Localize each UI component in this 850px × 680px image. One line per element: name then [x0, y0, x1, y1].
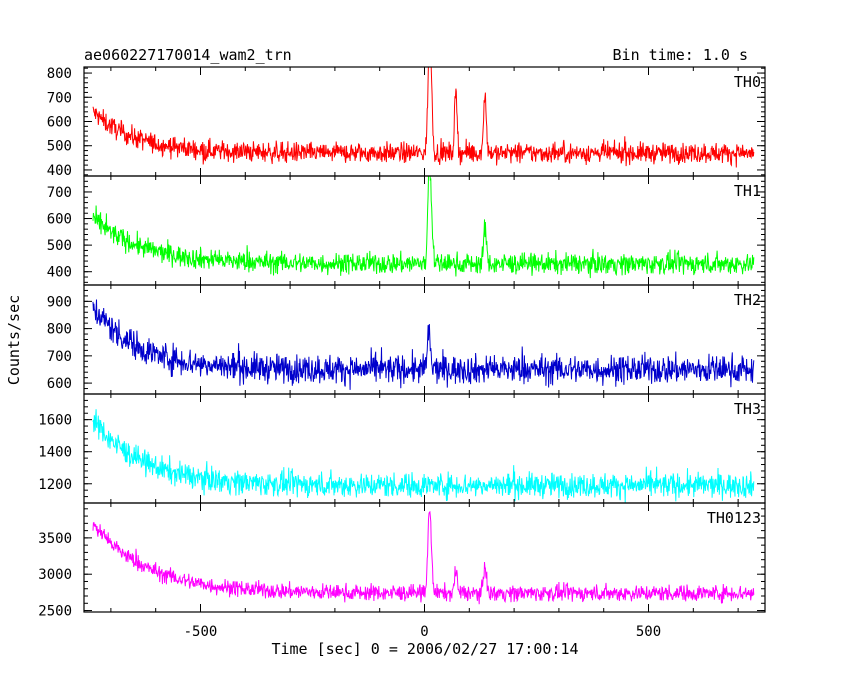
panel-th0: 400 500 600 700 800 TH0 — [47, 66, 766, 179]
y-tick-label: 400 — [47, 163, 72, 179]
y-tick-label: 500 — [47, 238, 72, 254]
panels-group: 400 500 600 700 800 TH0 400 500 600 700 TH1 600 700 8… — [38, 66, 766, 620]
y-tick-label: 700 — [47, 349, 72, 365]
panel-label: TH2 — [734, 291, 761, 309]
y-tick-label: 3000 — [38, 567, 72, 583]
bin-time-label: Bin time: 1.0 s — [613, 46, 748, 64]
x-axis: -500 0 500 — [184, 624, 662, 640]
panel-label: TH3 — [734, 400, 761, 418]
y-tick-label: 2500 — [38, 604, 72, 620]
panel-th0123: 2500 3000 3500 TH0123 — [38, 502, 766, 620]
y-axis-label: Counts/sec — [5, 295, 23, 385]
y-tick-label: 1200 — [38, 477, 72, 493]
y-tick-label: 500 — [47, 139, 72, 155]
chart-title: ae060227170014_wam2_trn — [84, 46, 292, 64]
y-tick-label: 3500 — [38, 531, 72, 547]
y-tick-label: 700 — [47, 185, 72, 201]
x-axis-label: Time [sec] 0 = 2006/02/27 17:00:14 — [271, 640, 578, 658]
y-tick-label: 800 — [47, 322, 72, 338]
y-tick-label: 700 — [47, 90, 72, 106]
y-tick-label: 600 — [47, 115, 72, 131]
panel-th1: 400 500 600 700 TH1 — [47, 175, 766, 286]
y-tick-label: 600 — [47, 376, 72, 392]
series-th0123 — [92, 510, 755, 605]
panel-frame — [83, 284, 766, 395]
panel-th2: 600 700 800 900 TH2 — [47, 284, 766, 395]
y-tick-label: 1600 — [38, 413, 72, 429]
panel-label: TH0123 — [707, 509, 761, 527]
panel-th3: 1200 1400 1600 TH3 — [38, 393, 766, 504]
panel-label: TH0 — [734, 73, 761, 91]
y-tick-label: 1400 — [38, 445, 72, 461]
y-tick-label: 900 — [47, 294, 72, 310]
series-th2 — [92, 299, 755, 390]
series-th0 — [92, 67, 755, 168]
series-th3 — [92, 409, 755, 503]
x-tick-label: 500 — [636, 624, 661, 640]
y-tick-label: 800 — [47, 66, 72, 82]
y-tick-label: 600 — [47, 212, 72, 228]
x-tick-label: 0 — [420, 624, 428, 640]
series-th1 — [92, 176, 755, 279]
panel-label: TH1 — [734, 182, 761, 200]
x-tick-label: -500 — [184, 624, 218, 640]
y-tick-label: 400 — [47, 265, 72, 281]
